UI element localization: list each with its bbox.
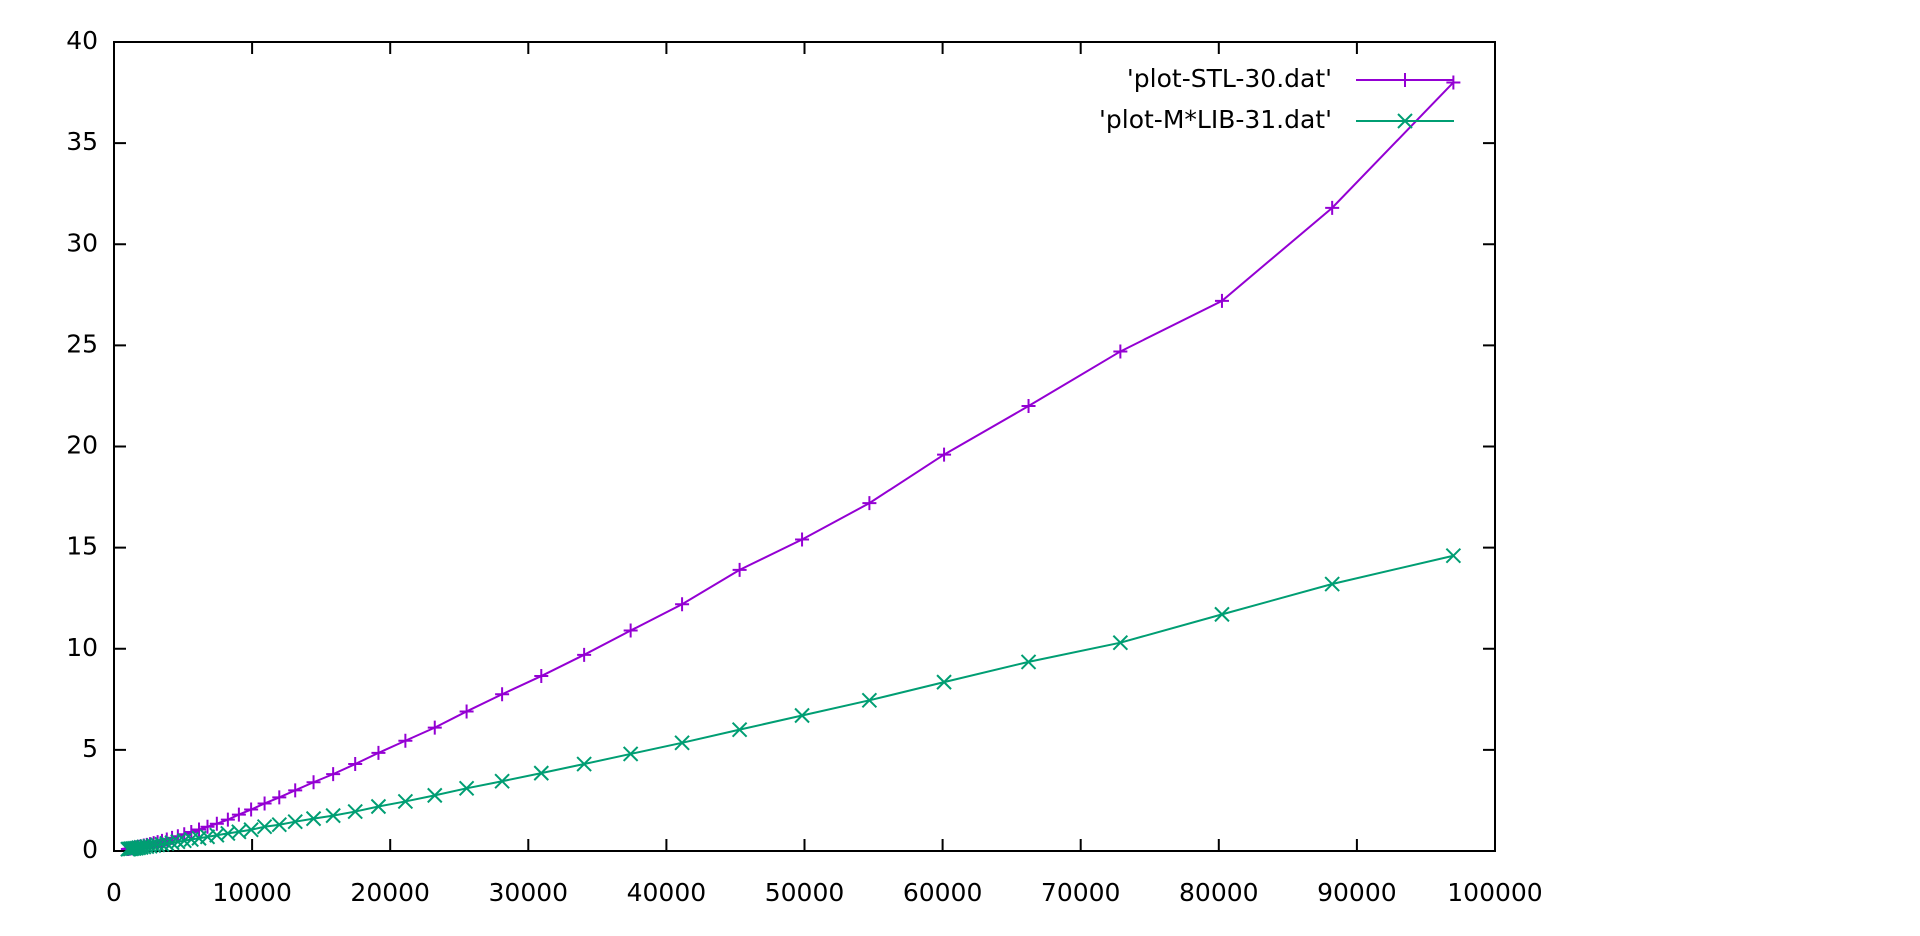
marker [398,733,413,748]
y-tick-label: 35 [66,127,98,156]
marker [287,813,303,830]
marker [1021,399,1036,414]
x-tick-label: 30000 [489,878,569,907]
x-tick-label: 20000 [350,878,430,907]
marker [243,822,259,838]
x-tick-label: 10000 [212,878,292,907]
marker [623,623,638,638]
marker [458,780,475,797]
marker [576,756,592,772]
y-tick-label: 0 [82,835,98,864]
marker [795,532,810,547]
marker [272,790,287,805]
marker [209,816,224,831]
marker [348,757,363,772]
y-tick-label: 5 [82,734,98,763]
marker [1446,75,1461,90]
marker [674,735,690,751]
marker [622,746,639,762]
marker [675,597,690,612]
y-tick-label: 10 [66,633,98,662]
plot-frame [113,41,1496,852]
marker [305,810,322,827]
marker [231,824,247,840]
marker [325,807,341,824]
marker [231,807,246,822]
marker [1112,634,1129,651]
marker [1113,344,1128,359]
marker [494,773,510,789]
marker [862,496,877,511]
marker [1020,654,1037,670]
y-tick-label: 40 [66,26,98,55]
x-tick-label: 0 [106,878,122,907]
marker [534,669,549,684]
marker [271,817,287,833]
marker [861,692,878,709]
marker [371,745,386,760]
marker [794,707,810,724]
marker [170,833,186,850]
marker [256,819,273,835]
marker [244,802,259,817]
marker [427,787,443,804]
y-tick-label: 25 [66,329,98,358]
marker [306,775,321,790]
marker [459,704,474,719]
marker [1214,606,1230,623]
marker [326,767,341,782]
x-tick-label: 50000 [765,878,845,907]
legend-marker [1397,113,1413,129]
marker [732,562,747,577]
x-tick-label: 90000 [1317,878,1397,907]
marker [533,765,549,781]
series-line [127,81,1455,850]
marker [1324,576,1340,592]
x-tick-label: 70000 [1041,878,1121,907]
marker [1325,200,1340,215]
marker [220,812,235,827]
marker [1214,293,1229,308]
marker [184,824,199,839]
marker [288,783,303,798]
marker [397,793,414,810]
y-tick-label: 20 [66,431,98,460]
marker [577,647,592,662]
marker [1445,548,1462,564]
marker [495,687,510,702]
x-tick-label: 100000 [1447,878,1542,907]
series-line [127,554,1454,851]
marker [200,819,215,834]
y-tick-label: 30 [66,228,98,257]
marker [192,822,207,837]
marker [936,674,952,690]
marker [199,829,216,845]
y-tick-label: 15 [66,532,98,561]
marker [370,798,387,815]
marker [731,721,748,738]
marker [347,803,363,820]
marker [937,447,952,462]
x-tick-label: 40000 [627,878,707,907]
marker [257,796,272,811]
legend-label: 'plot-STL-30.dat' [1127,64,1332,93]
marker [164,835,180,851]
x-tick-label: 60000 [903,878,983,907]
x-tick-label: 80000 [1179,878,1259,907]
legend-marker [1398,73,1412,87]
legend-label: 'plot-M*LIB-31.dat' [1099,105,1332,134]
marker [427,720,442,735]
